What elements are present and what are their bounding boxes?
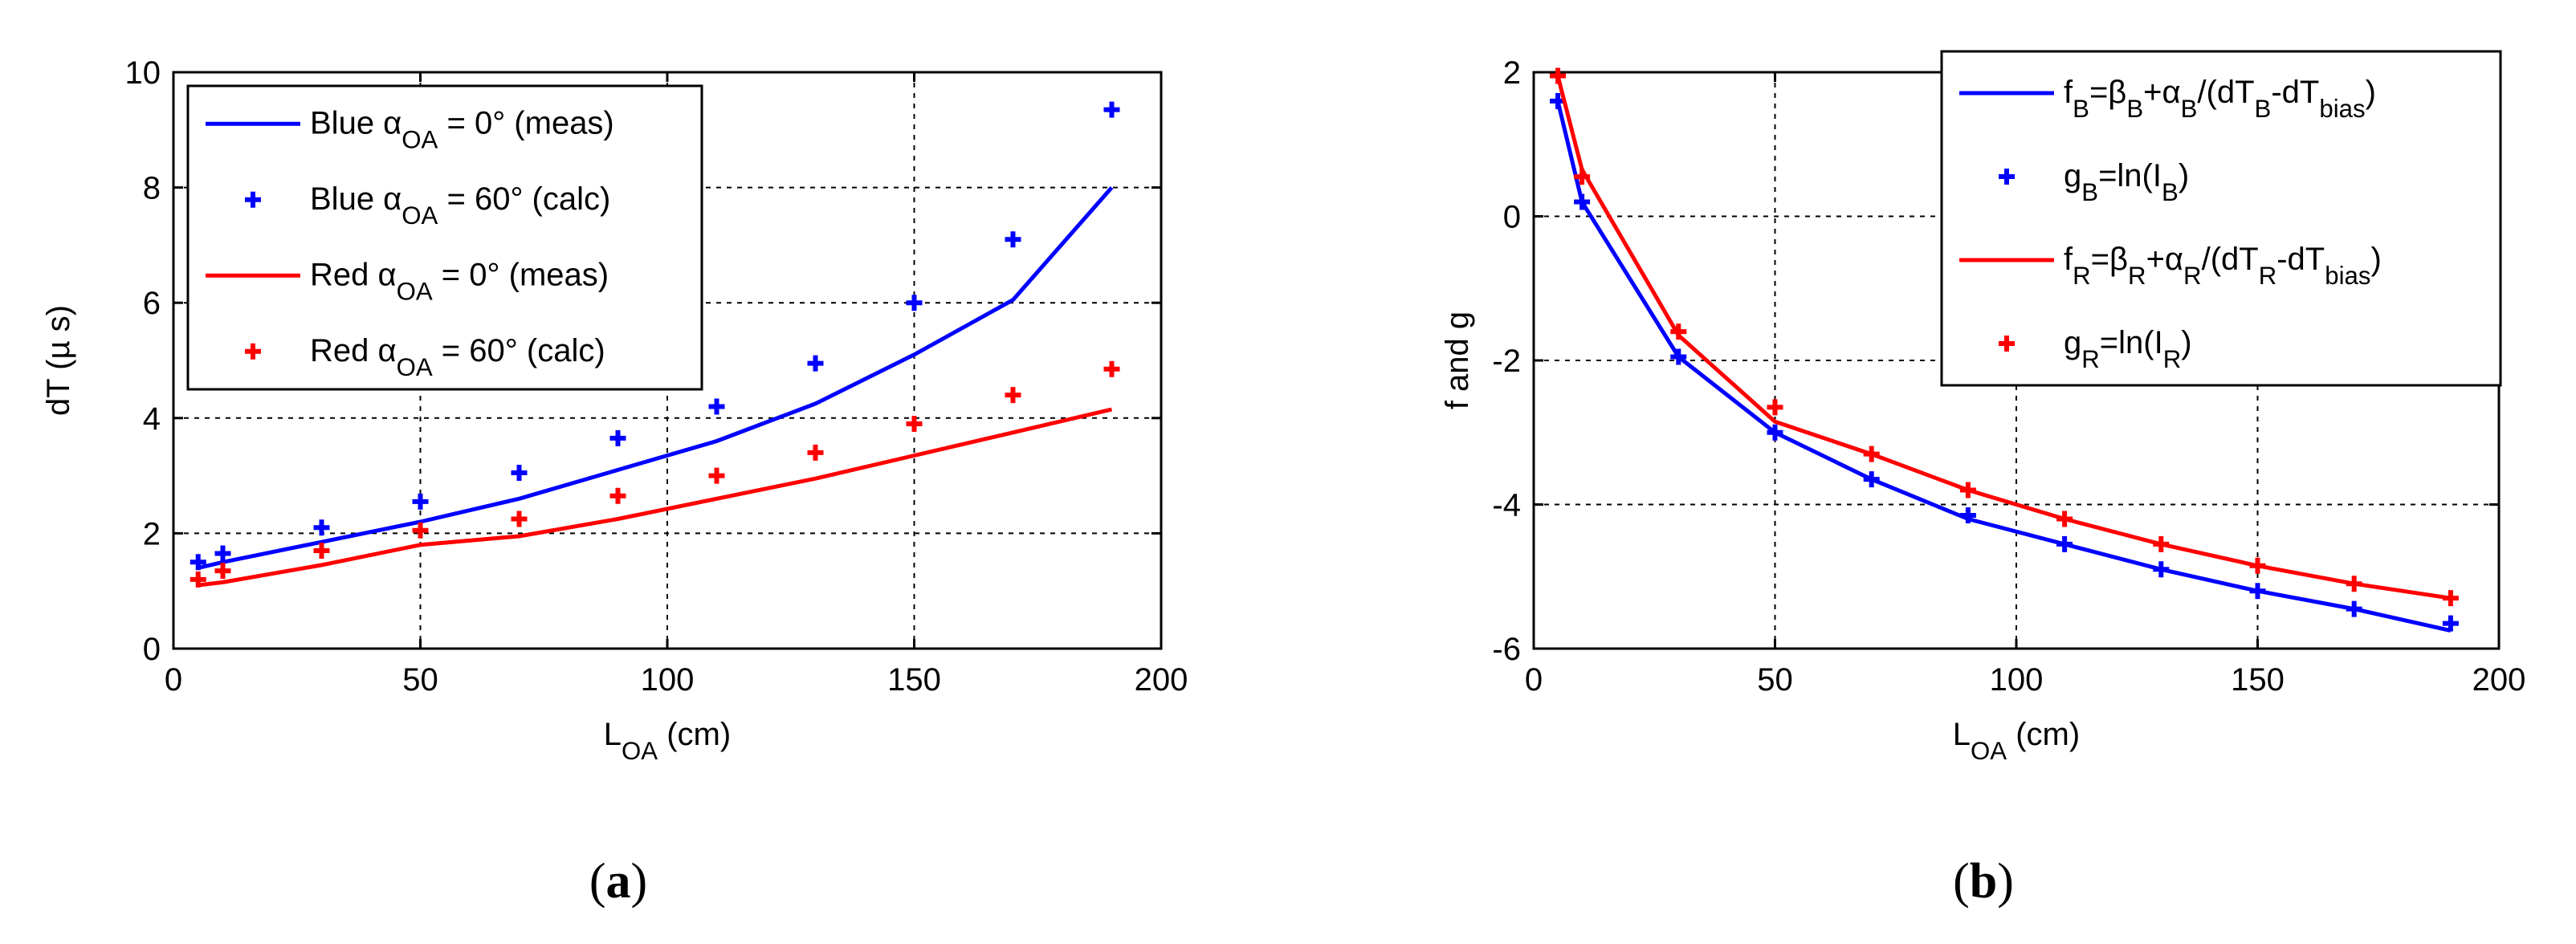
legend: fB=βB+αB/(dTB-dTbias) gB=ln(IB) fR=βR+αR/(… [1940, 50, 2502, 387]
data-point [807, 355, 824, 372]
x-tick-label: 100 [641, 662, 695, 698]
y-tick-label: -2 [1492, 344, 1521, 379]
data-point [511, 511, 528, 527]
y-tick-label: 0 [1503, 200, 1521, 235]
data-point [1863, 471, 1880, 488]
data-point [906, 415, 923, 432]
series-line [198, 407, 1113, 588]
legend: Blue αOA = 0° (meas) Blue αOA = 60° (calc… [186, 84, 703, 391]
y-tick-label: 10 [125, 55, 161, 91]
data-point [2442, 615, 2459, 632]
data-point [2153, 535, 2170, 552]
data-point [412, 493, 429, 510]
data-point [1670, 323, 1687, 340]
data-point [2249, 583, 2266, 600]
y-tick-label: 2 [1503, 55, 1521, 91]
data-point [906, 295, 923, 311]
data-point [609, 429, 626, 446]
data-point [2442, 590, 2459, 607]
y-tick-label: 6 [143, 286, 161, 321]
legend-marker-swatch [1999, 169, 2015, 185]
data-point [1005, 387, 1021, 404]
chart-panel-a: 0 50 100 150 200 0 2 4 6 8 10 LOA (cm) dT (µ s) Blue … [41, 55, 1188, 909]
data-point [1550, 67, 1567, 84]
data-point [1863, 446, 1880, 462]
y-tick-label: 8 [143, 171, 161, 206]
data-point [1670, 348, 1687, 365]
data-point [708, 398, 725, 415]
data-point [214, 545, 231, 562]
x-tick-label: 150 [887, 662, 941, 698]
data-point [609, 487, 626, 504]
x-tick-label: 0 [165, 662, 182, 698]
x-tick-label: 100 [1990, 662, 2044, 698]
legend-box [1940, 50, 2502, 387]
data-point [1103, 360, 1120, 377]
series-1 [198, 185, 1114, 570]
series-line [198, 185, 1114, 570]
data-point [2249, 557, 2266, 574]
legend-entry-label: fR=βR+αR/(dTR-dTbias) [2064, 242, 2382, 290]
data-point [2153, 561, 2170, 578]
panel-caption: (a) [589, 854, 647, 909]
legend-entry-label: Red αOA = 60° (calc) [310, 333, 605, 381]
x-tick-label: 150 [2231, 662, 2285, 698]
data-point [412, 522, 429, 539]
legend-box [186, 84, 703, 391]
legend-entry-label: gR=ln(IR) [2064, 325, 2192, 373]
data-point [2056, 511, 2073, 527]
data-point [2056, 535, 2073, 552]
data-point [708, 467, 725, 484]
legend-entry-label: Blue αOA = 60° (calc) [310, 181, 610, 230]
series-4 [190, 360, 1120, 588]
data-point [313, 542, 330, 559]
data-point [190, 554, 206, 571]
data-point [1574, 193, 1591, 210]
y-tick-label: -6 [1492, 632, 1521, 667]
legend-entry-label: Red αOA = 0° (meas) [310, 257, 609, 305]
data-point [2346, 576, 2362, 592]
legend-entry-label: fB=βB+αB/(dTB-dTbias) [2064, 75, 2376, 123]
x-tick-label: 200 [1135, 662, 1188, 698]
legend-entry-label: Blue αOA = 0° (meas) [310, 105, 614, 153]
data-point [1574, 169, 1591, 185]
data-point [1767, 399, 1783, 416]
legend-marker-swatch [245, 343, 261, 360]
y-tick-label: 0 [143, 632, 161, 667]
y-axis-label: dT (µ s) [41, 305, 76, 416]
x-tick-label: 50 [1757, 662, 1793, 698]
data-point [1959, 507, 1976, 523]
data-point [1103, 101, 1120, 118]
y-tick-label: 2 [143, 516, 161, 551]
data-point [807, 444, 824, 461]
x-tick-label: 200 [2472, 662, 2526, 698]
data-point [511, 465, 528, 482]
x-tick-label: 50 [402, 662, 438, 698]
chart-panel-b: 0 50 100 150 200 -6 -4 -2 0 2 LOA (cm) f and g fB=βB… [1440, 50, 2526, 909]
y-tick-label: -4 [1492, 488, 1521, 523]
legend-marker-swatch [245, 191, 261, 208]
legend-marker-swatch [1999, 336, 2015, 352]
y-axis-label: f and g [1440, 311, 1475, 409]
panel-caption: (b) [1953, 854, 2014, 909]
data-point [1005, 231, 1021, 248]
data-point [1959, 482, 1976, 498]
x-axis-label: LOA (cm) [1953, 717, 2080, 765]
data-point [2346, 600, 2362, 617]
data-point [214, 563, 231, 580]
series-2 [190, 101, 1120, 571]
x-tick-label: 0 [1525, 662, 1543, 698]
data-point [190, 571, 206, 588]
x-axis-label: LOA (cm) [604, 717, 731, 765]
data-point [313, 519, 330, 536]
series-4 [1550, 67, 2459, 607]
series-3 [198, 407, 1113, 588]
y-tick-label: 4 [143, 401, 161, 437]
legend-entry-label: gB=ln(IB) [2064, 158, 2189, 206]
data-point [1767, 424, 1783, 441]
